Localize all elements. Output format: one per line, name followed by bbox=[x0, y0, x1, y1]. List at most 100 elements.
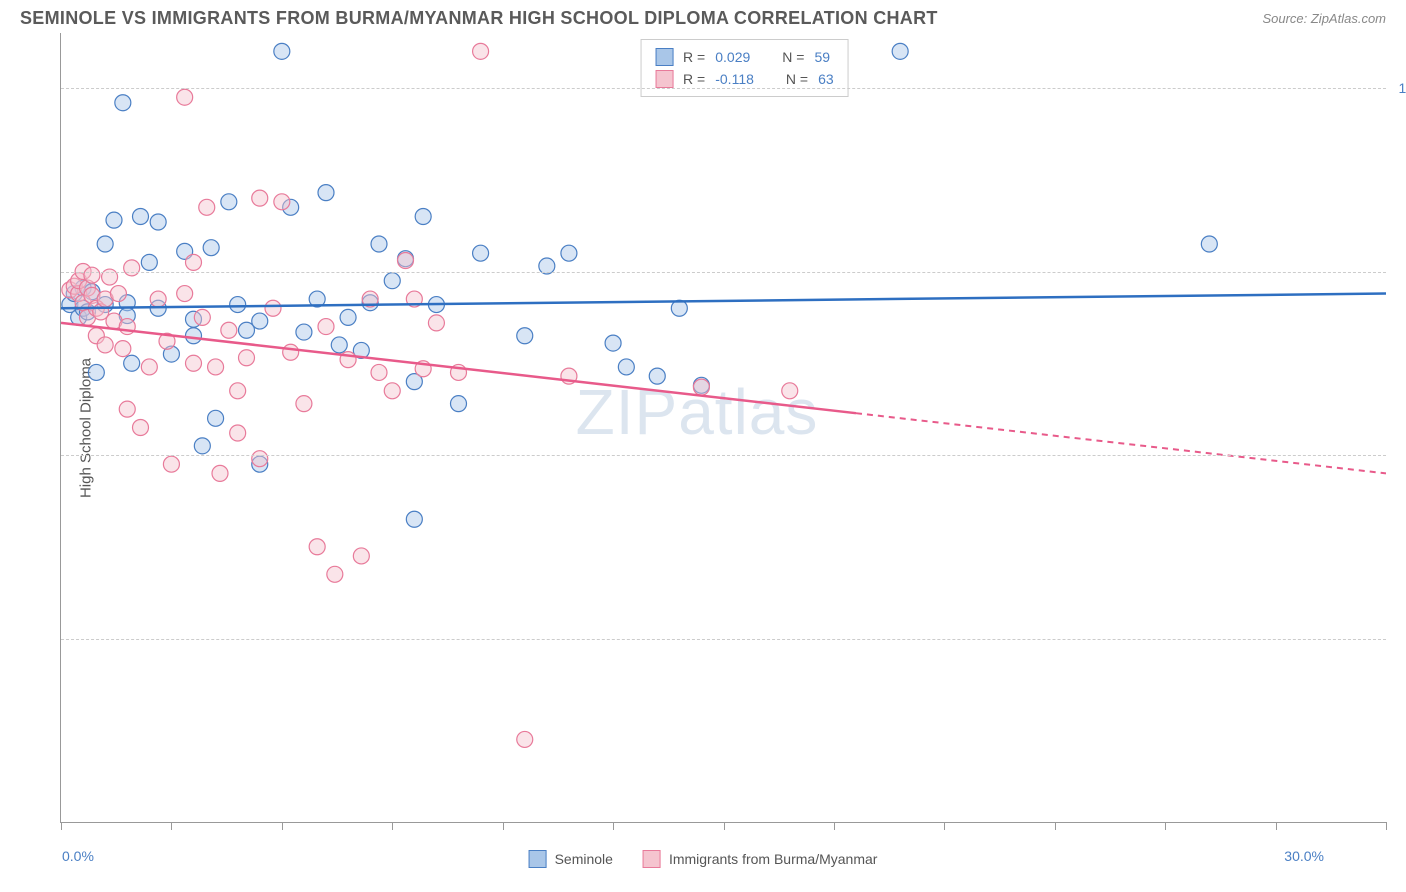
data-point bbox=[88, 364, 104, 380]
data-point bbox=[517, 731, 533, 747]
data-point bbox=[473, 245, 489, 261]
data-point bbox=[252, 451, 268, 467]
x-tick bbox=[834, 822, 835, 830]
data-point bbox=[141, 254, 157, 270]
data-point bbox=[892, 43, 908, 59]
y-gridline bbox=[61, 272, 1386, 273]
data-point bbox=[97, 236, 113, 252]
x-tick bbox=[1055, 822, 1056, 830]
x-axis-max-label: 30.0% bbox=[1284, 848, 1324, 864]
data-point bbox=[133, 420, 149, 436]
y-gridline bbox=[61, 88, 1386, 89]
data-point bbox=[398, 253, 414, 269]
x-axis-min-label: 0.0% bbox=[62, 848, 94, 864]
r-label: R = bbox=[683, 49, 705, 65]
data-point bbox=[1201, 236, 1217, 252]
data-point bbox=[327, 566, 343, 582]
data-point bbox=[371, 236, 387, 252]
data-point bbox=[230, 297, 246, 313]
data-point bbox=[186, 355, 202, 371]
chart-header: SEMINOLE VS IMMIGRANTS FROM BURMA/MYANMA… bbox=[0, 0, 1406, 33]
data-point bbox=[283, 344, 299, 360]
chart-title: SEMINOLE VS IMMIGRANTS FROM BURMA/MYANMA… bbox=[20, 8, 938, 29]
legend-item: Immigrants from Burma/Myanmar bbox=[643, 850, 877, 868]
data-point bbox=[318, 185, 334, 201]
data-point bbox=[186, 328, 202, 344]
data-point bbox=[561, 245, 577, 261]
data-point bbox=[415, 208, 431, 224]
legend-label: Seminole bbox=[555, 851, 613, 867]
data-point bbox=[693, 379, 709, 395]
y-gridline bbox=[61, 455, 1386, 456]
trend-line bbox=[61, 294, 1386, 309]
x-tick bbox=[282, 822, 283, 830]
data-point bbox=[428, 315, 444, 331]
r-value: 0.029 bbox=[715, 49, 750, 65]
data-point bbox=[186, 254, 202, 270]
data-point bbox=[265, 300, 281, 316]
data-point bbox=[309, 539, 325, 555]
scatter-svg bbox=[61, 33, 1386, 822]
legend-label: Immigrants from Burma/Myanmar bbox=[669, 851, 877, 867]
legend-item: Seminole bbox=[529, 850, 613, 868]
data-point bbox=[353, 548, 369, 564]
data-point bbox=[252, 190, 268, 206]
data-point bbox=[782, 383, 798, 399]
data-point bbox=[239, 350, 255, 366]
data-point bbox=[194, 309, 210, 325]
data-point bbox=[331, 337, 347, 353]
data-point bbox=[318, 319, 334, 335]
x-tick bbox=[724, 822, 725, 830]
x-tick bbox=[613, 822, 614, 830]
series-legend: Seminole Immigrants from Burma/Myanmar bbox=[529, 850, 878, 868]
data-point bbox=[618, 359, 634, 375]
data-point bbox=[133, 208, 149, 224]
x-tick bbox=[944, 822, 945, 830]
x-tick bbox=[61, 822, 62, 830]
n-value: 59 bbox=[814, 49, 830, 65]
data-point bbox=[124, 260, 140, 276]
chart-source: Source: ZipAtlas.com bbox=[1262, 11, 1386, 26]
data-point bbox=[199, 199, 215, 215]
data-point bbox=[115, 341, 131, 357]
r-value: -0.118 bbox=[715, 71, 754, 87]
data-point bbox=[106, 212, 122, 228]
x-tick bbox=[1386, 822, 1387, 830]
n-label: N = bbox=[786, 71, 808, 87]
trend-line-extrapolated bbox=[856, 413, 1386, 473]
data-point bbox=[230, 383, 246, 399]
data-point bbox=[221, 194, 237, 210]
data-point bbox=[150, 291, 166, 307]
correlation-row: R = 0.029 N = 59 bbox=[655, 46, 834, 68]
data-point bbox=[451, 396, 467, 412]
chart-plot-area: High School Diploma ZIPatlas R =0.029N =… bbox=[60, 33, 1386, 823]
data-point bbox=[605, 335, 621, 351]
x-tick bbox=[1165, 822, 1166, 830]
n-label: N = bbox=[782, 49, 804, 65]
data-point bbox=[84, 267, 100, 283]
x-tick bbox=[171, 822, 172, 830]
data-point bbox=[203, 240, 219, 256]
data-point bbox=[371, 364, 387, 380]
data-point bbox=[194, 438, 210, 454]
data-point bbox=[208, 359, 224, 375]
data-point bbox=[141, 359, 157, 375]
legend-swatch bbox=[529, 850, 547, 868]
y-gridline bbox=[61, 639, 1386, 640]
data-point bbox=[274, 194, 290, 210]
data-point bbox=[384, 273, 400, 289]
data-point bbox=[208, 410, 224, 426]
r-label: R = bbox=[683, 71, 705, 87]
correlation-row: R =-0.118N =63 bbox=[655, 68, 834, 90]
data-point bbox=[163, 456, 179, 472]
data-point bbox=[473, 43, 489, 59]
x-tick bbox=[392, 822, 393, 830]
legend-swatch bbox=[655, 48, 673, 66]
data-point bbox=[110, 286, 126, 302]
data-point bbox=[115, 95, 131, 111]
x-tick bbox=[503, 822, 504, 830]
legend-swatch bbox=[643, 850, 661, 868]
data-point bbox=[252, 313, 268, 329]
data-point bbox=[406, 511, 422, 527]
data-point bbox=[296, 396, 312, 412]
